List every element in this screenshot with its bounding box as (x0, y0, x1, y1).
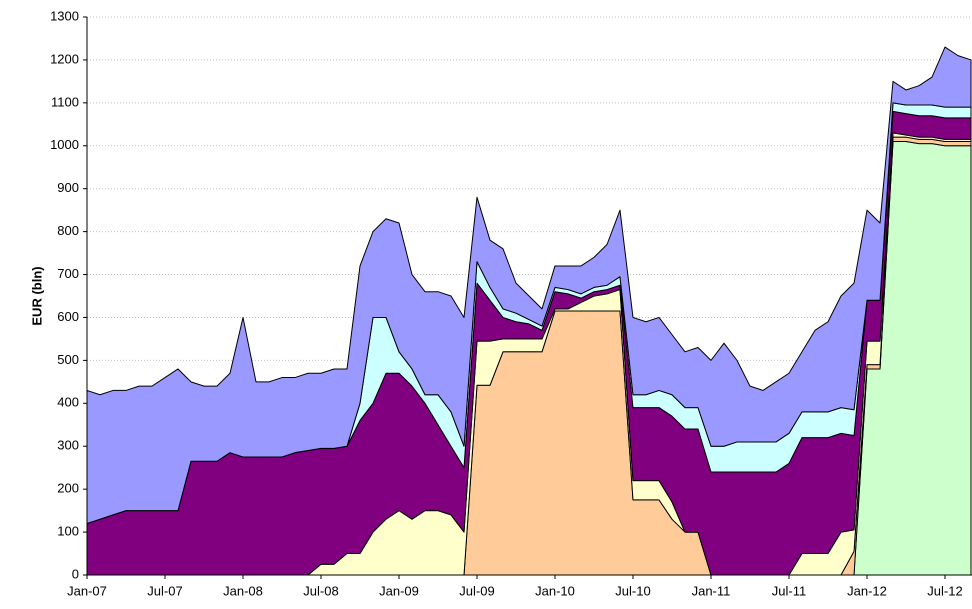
area (86, 46, 972, 524)
x-tick-label: Jul-09 (459, 583, 494, 598)
y-tick-label: 900 (57, 180, 79, 195)
y-tick-label: 500 (57, 352, 79, 367)
x-tick-label: Jan-12 (847, 583, 887, 598)
x-tick-label: Jul-10 (615, 583, 650, 598)
x-tick-label: Jan-09 (379, 583, 419, 598)
x-tick-label: Jul-07 (147, 583, 182, 598)
y-tick-label: 0 (72, 566, 79, 581)
y-tick-label: 800 (57, 223, 79, 238)
y-tick-label: 100 (57, 524, 79, 539)
y-tick-label: 1100 (51, 94, 79, 109)
y-tick-label: 400 (57, 395, 79, 410)
y-tick-label: 300 (57, 438, 79, 453)
y-tick-label: 700 (57, 266, 79, 281)
x-tick-label: Jan-08 (223, 583, 263, 598)
y-tick-label: 200 (57, 481, 79, 496)
x-tick-label: Jan-11 (692, 583, 731, 598)
y-tick-label: 600 (57, 309, 79, 324)
x-tick-label: Jan-07 (67, 583, 107, 598)
x-tick-label: Jan-10 (535, 583, 575, 598)
y-tick-label: 1300 (50, 8, 79, 23)
x-tick-label: Jul-12 (927, 583, 962, 598)
y-tick-label: 1000 (50, 137, 79, 152)
x-tick-label: Jul-08 (303, 583, 338, 598)
y-tick-label: 1200 (50, 51, 79, 66)
x-tick-label: Jul-11 (772, 583, 806, 598)
y-axis-label: EUR (bln) (29, 266, 44, 325)
